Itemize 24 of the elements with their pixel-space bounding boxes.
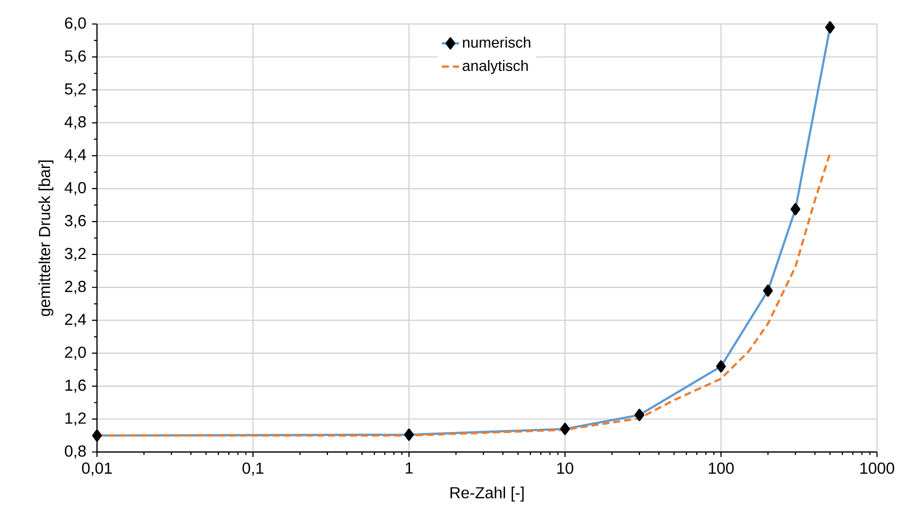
y-tick-label: 3,6 — [64, 214, 86, 228]
x-axis-title: Re-Zahl [-] — [450, 486, 524, 502]
y-tick-label: 0,8 — [64, 445, 86, 459]
y-tick-label: 6,0 — [65, 17, 86, 31]
legend-label: analytisch — [462, 60, 528, 74]
y-axis-title: gemittelter Druck [bar] — [38, 160, 54, 316]
y-tick-label: 4,8 — [64, 116, 86, 130]
y-tick-label: 3,2 — [64, 248, 86, 262]
y-tick-label: 2,0 — [65, 346, 86, 360]
y-tick-label: 2,8 — [65, 280, 86, 294]
y-tick-label: 5,2 — [64, 83, 86, 96]
y-tick-label: 5,6 — [64, 50, 86, 64]
x-tick-label: 1000 — [860, 462, 894, 474]
y-tick-label: 1,6 — [65, 380, 86, 393]
x-tick-label: 0,01 — [82, 462, 112, 476]
y-tick-label: 2,4 — [65, 314, 86, 327]
y-tick-label: 4,0 — [64, 182, 86, 196]
x-tick-label: 0,1 — [242, 462, 264, 476]
x-tick-label: 100 — [708, 462, 734, 474]
legend-label: numerisch — [463, 36, 530, 48]
y-tick-label: 1,2 — [65, 412, 86, 426]
x-tick-label: 10 — [557, 462, 574, 474]
x-tick-label: 1 — [406, 462, 413, 474]
y-tick-label: 4,4 — [64, 149, 86, 162]
